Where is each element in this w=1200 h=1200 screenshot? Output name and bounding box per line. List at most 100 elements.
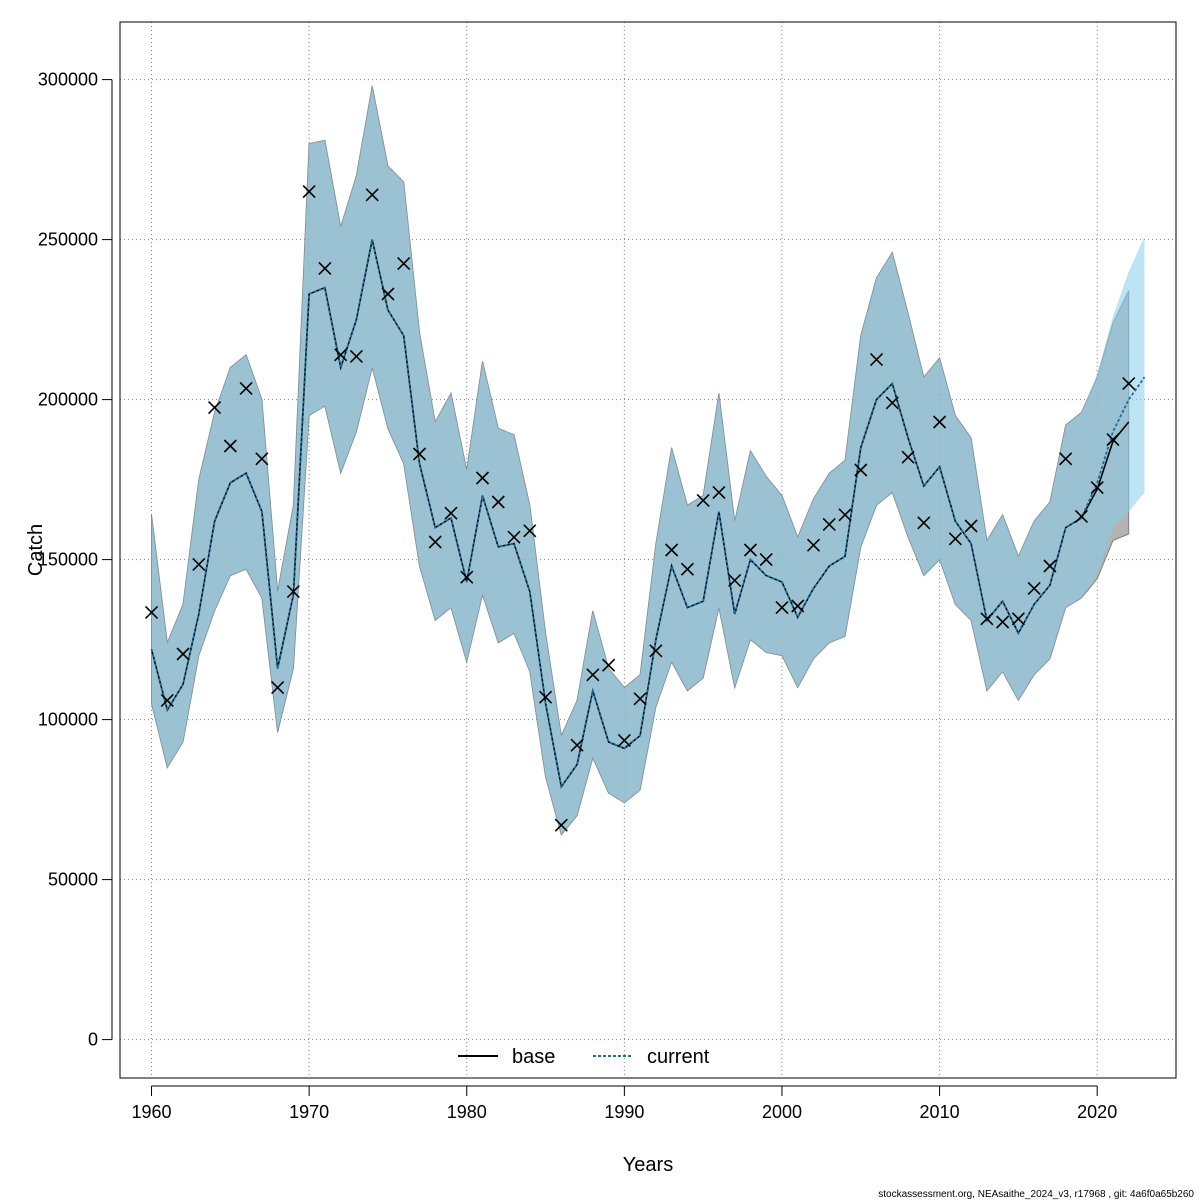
observed-point-2021: [1106, 433, 1120, 447]
x-tick-label-2000: 2000: [762, 1102, 802, 1122]
observed-point-1991: [633, 692, 647, 706]
observed-point-stroke: [696, 493, 710, 507]
x-tick-label-1970: 1970: [289, 1102, 329, 1122]
observed-point-stroke: [444, 506, 458, 520]
observed-point-2018: [1059, 452, 1073, 466]
observed-points: [144, 185, 1136, 832]
observed-point-stroke: [397, 257, 411, 271]
observed-point-2003: [822, 517, 836, 531]
observed-point-1989: [602, 658, 616, 672]
observed-point-1981: [475, 471, 490, 485]
observed-point-1994: [680, 562, 694, 576]
observed-point-stroke: [822, 517, 836, 531]
observed-point-stroke: [223, 439, 237, 453]
x-tick-label-1980: 1980: [447, 1102, 487, 1122]
observed-point-1987: [570, 738, 584, 752]
series-lines: [150, 239, 1146, 790]
observed-point-1985: [538, 690, 553, 704]
observed-point-stroke: [475, 471, 490, 485]
observed-point-1993: [665, 543, 679, 557]
observed-point-stroke: [602, 658, 616, 672]
observed-point-1964: [208, 401, 222, 415]
observed-point-2014: [996, 615, 1010, 629]
observed-point-1998: [743, 543, 758, 557]
y-tick-label-0: 0: [88, 1030, 98, 1050]
observed-point-stroke: [318, 261, 332, 275]
observed-point-1984: [523, 524, 537, 538]
y-tick-label-300000: 300000: [38, 70, 98, 90]
observed-point-1974: [365, 188, 379, 202]
observed-point-2016: [1027, 581, 1041, 595]
observed-point-2002: [806, 538, 821, 552]
observed-point-stroke: [1106, 433, 1120, 447]
observed-point-1968: [271, 681, 285, 695]
observed-point-stroke: [1090, 481, 1104, 495]
observed-point-stroke: [570, 738, 584, 752]
observed-point-2022: [1122, 377, 1136, 391]
observed-point-2006: [869, 353, 884, 367]
y-tick-label-250000: 250000: [38, 230, 98, 250]
observed-point-stroke: [854, 463, 868, 477]
observed-point-stroke: [208, 401, 222, 415]
observed-point-2009: [917, 516, 931, 530]
observed-point-2019: [1074, 509, 1088, 523]
observed-point-stroke: [176, 647, 190, 661]
observed-point-2013: [980, 612, 994, 626]
observed-point-stroke: [554, 818, 568, 832]
band-current: [151, 86, 1145, 835]
observed-point-1965: [223, 439, 237, 453]
observed-point-1992: [649, 644, 663, 658]
observed-point-stroke: [460, 570, 474, 584]
observed-point-1971: [318, 261, 332, 275]
observed-point-stroke: [617, 733, 631, 747]
observed-point-2017: [1043, 559, 1057, 573]
observed-point-stroke: [712, 485, 726, 499]
observed-point-stroke: [759, 553, 773, 567]
observed-point-1977: [412, 447, 427, 461]
observed-point-stroke: [869, 353, 884, 367]
observed-point-stroke: [917, 516, 931, 530]
plot-frame: [119, 21, 1177, 1079]
observed-point-stroke: [239, 381, 253, 395]
observed-point-1990: [617, 733, 631, 747]
observed-point-stroke: [428, 535, 442, 549]
observed-point-stroke: [633, 692, 647, 706]
observed-point-stroke: [1027, 581, 1041, 595]
observed-point-stroke: [349, 349, 363, 363]
observed-point-stroke: [586, 668, 600, 682]
observed-point-1999: [759, 553, 773, 567]
observed-point-stroke: [1074, 509, 1088, 523]
legend: base current: [458, 1046, 710, 1068]
observed-point-stroke: [271, 681, 285, 695]
observed-point-stroke: [365, 188, 379, 202]
observed-point-stroke: [901, 450, 915, 464]
observed-point-1961: [160, 693, 174, 707]
observed-point-2001: [791, 599, 805, 613]
observed-point-stroke: [743, 543, 758, 557]
observed-point-1996: [712, 485, 726, 499]
observed-point-stroke: [791, 599, 805, 613]
y-axis-title: Catch: [25, 524, 47, 576]
confidence-bands: [151, 85, 1145, 836]
observed-point-2005: [854, 463, 868, 477]
observed-point-1983: [507, 530, 521, 544]
observed-point-2000: [775, 601, 789, 615]
observed-point-stroke: [507, 530, 521, 544]
observed-point-stroke: [160, 693, 174, 707]
observed-point-stroke: [680, 562, 694, 576]
observed-point-stroke: [728, 573, 742, 587]
observed-point-stroke: [980, 612, 994, 626]
observed-point-stroke: [255, 452, 269, 466]
y-tick-label-50000: 50000: [48, 870, 98, 890]
observed-point-1976: [397, 257, 411, 271]
observed-point-2010: [933, 415, 947, 429]
observed-point-1978: [428, 535, 442, 549]
observed-point-stroke: [775, 601, 789, 615]
y-tick-label-200000: 200000: [38, 390, 98, 410]
observed-point-stroke: [1043, 559, 1057, 573]
observed-point-stroke: [1011, 612, 1025, 626]
observed-point-stroke: [933, 415, 947, 429]
legend-base-label: base: [512, 1046, 555, 1068]
observed-point-1997: [728, 573, 742, 587]
